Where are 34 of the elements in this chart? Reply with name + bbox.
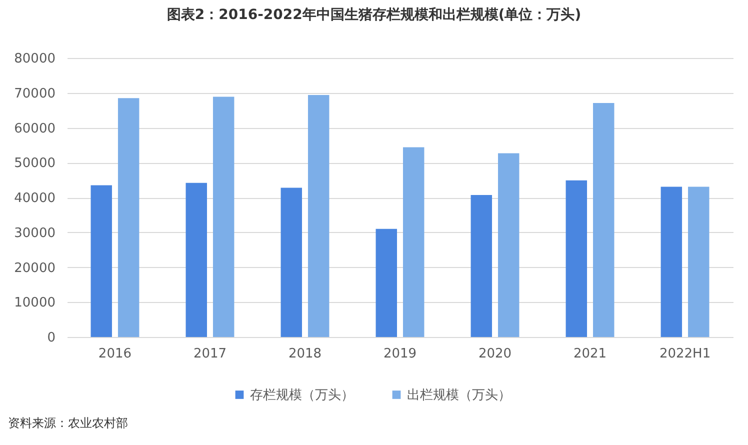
x-tick-label: 2016 xyxy=(98,346,132,362)
bar xyxy=(118,98,140,337)
bar xyxy=(308,94,330,337)
x-tick-label: 2020 xyxy=(478,346,512,362)
bar xyxy=(498,153,520,337)
chart-title: 图表2：2016-2022年中国生猪存栏规模和出栏规模(单位：万头) xyxy=(166,7,582,23)
y-tick-label: 60000 xyxy=(14,121,56,136)
bar xyxy=(90,185,112,337)
bar xyxy=(470,195,492,337)
legend-label: 存栏规模（万头） xyxy=(250,388,354,403)
y-tick-label: 70000 xyxy=(14,86,56,102)
x-tick-label: 2022H1 xyxy=(659,346,711,362)
bar xyxy=(376,228,398,337)
text: 资料来源：农业农村部 xyxy=(8,416,128,430)
x-tick-label: 2017 xyxy=(193,346,227,362)
x-tick-label: 2018 xyxy=(288,346,322,362)
bar xyxy=(566,180,588,337)
x-tick-label: 2021 xyxy=(573,346,607,362)
y-tick-label: 10000 xyxy=(14,296,56,311)
x-tick-label: 2019 xyxy=(383,346,417,362)
bar xyxy=(593,102,614,337)
bar xyxy=(660,186,682,337)
bar xyxy=(186,182,207,337)
y-tick-label: 40000 xyxy=(14,191,56,206)
bar xyxy=(402,147,424,337)
y-tick-label: 80000 xyxy=(14,52,56,66)
y-tick-label: 50000 xyxy=(14,156,56,172)
bar xyxy=(280,188,302,337)
y-tick-label: 30000 xyxy=(14,226,56,241)
legend-label: 出栏规模（万头） xyxy=(407,388,511,403)
y-tick-label: 0 xyxy=(47,330,56,346)
y-tick-label: 20000 xyxy=(14,260,56,276)
bar xyxy=(212,96,234,337)
bar xyxy=(688,186,710,337)
